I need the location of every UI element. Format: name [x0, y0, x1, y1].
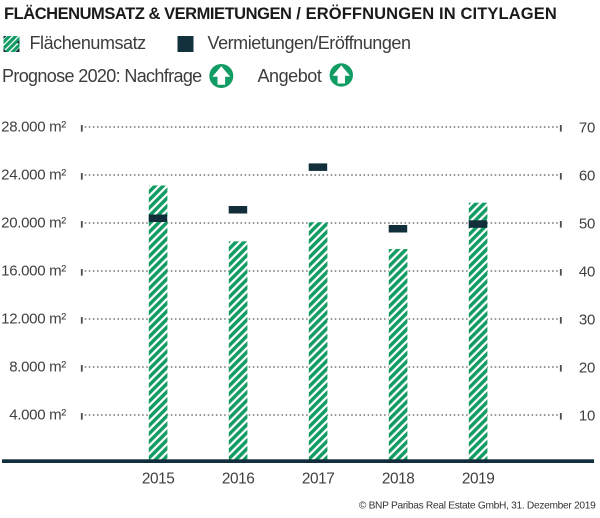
svg-text:20: 20	[579, 359, 595, 376]
svg-text:16.000 m²: 16.000 m²	[1, 263, 66, 280]
svg-text:2018: 2018	[382, 471, 414, 488]
svg-text:50: 50	[579, 215, 595, 232]
svg-text:2016: 2016	[222, 471, 254, 488]
svg-text:60: 60	[579, 167, 595, 184]
svg-text:2015: 2015	[142, 471, 174, 488]
svg-text:24.000 m²: 24.000 m²	[1, 167, 66, 184]
svg-text:Angebot: Angebot	[258, 66, 322, 86]
svg-text:12.000 m²: 12.000 m²	[1, 311, 66, 328]
svg-text:2017: 2017	[302, 471, 334, 488]
svg-text:© BNP Paribas Real Estate GmbH: © BNP Paribas Real Estate GmbH, 31. Deze…	[359, 501, 596, 512]
svg-text:FLÄCHENUMSATZ & VERMIETUNGEN /: FLÄCHENUMSATZ & VERMIETUNGEN / ERÖFFNUNG…	[4, 4, 557, 23]
svg-text:20.000 m²: 20.000 m²	[1, 215, 66, 232]
svg-text:8.000 m²: 8.000 m²	[9, 359, 66, 376]
svg-text:40: 40	[579, 263, 595, 280]
svg-text:10: 10	[579, 407, 595, 424]
svg-text:2019: 2019	[462, 471, 494, 488]
svg-text:28.000 m²: 28.000 m²	[1, 119, 66, 136]
svg-text:30: 30	[579, 311, 595, 328]
svg-text:Prognose 2020: Nachfrage: Prognose 2020: Nachfrage	[2, 66, 202, 86]
svg-text:Vermietungen/Eröffnungen: Vermietungen/Eröffnungen	[208, 33, 411, 53]
svg-text:Flächenumsatz: Flächenumsatz	[30, 33, 147, 53]
svg-text:4.000 m²: 4.000 m²	[9, 407, 66, 424]
svg-text:70: 70	[579, 119, 595, 136]
